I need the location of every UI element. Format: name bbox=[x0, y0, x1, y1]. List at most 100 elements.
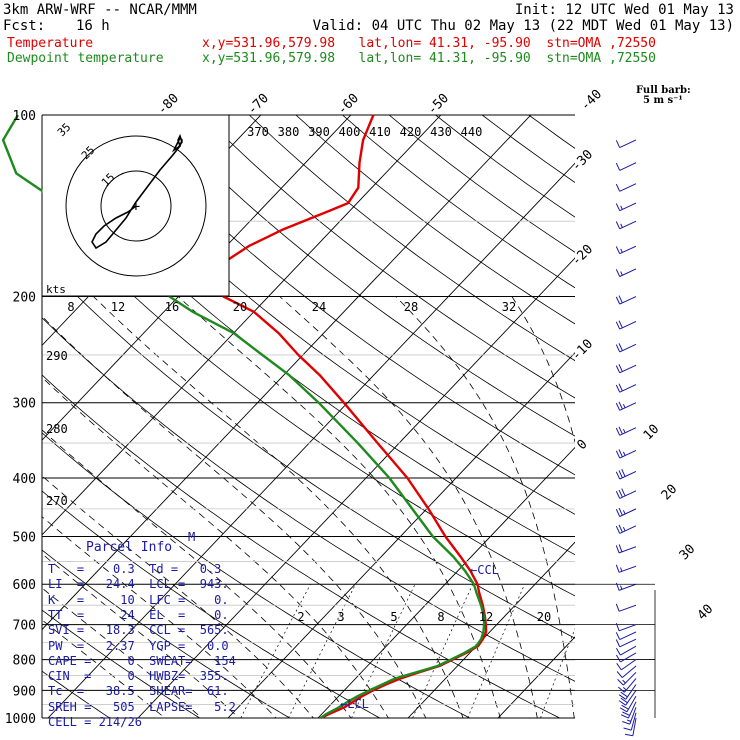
wind-barb bbox=[615, 426, 637, 436]
parcel-info-line: K = 10 LFC = 0. bbox=[48, 592, 229, 607]
pressure-tick-label: 800 bbox=[13, 654, 36, 669]
wind-barb-flag bbox=[618, 295, 623, 304]
wind-barb-flag bbox=[620, 697, 628, 704]
wind-barb-flag bbox=[620, 691, 628, 698]
dry-adiabat bbox=[62, 115, 575, 515]
dry-adiabat bbox=[669, 115, 740, 731]
wind-barb-flag bbox=[615, 450, 621, 459]
moist-adiabat bbox=[42, 475, 314, 718]
parcel-info-line: CELL = 214/26 bbox=[48, 715, 142, 729]
mixing-ratio-line bbox=[467, 584, 526, 718]
parcel-info-panel: Parcel Info M T = 0.3 Td = 0.3 LI = 24.4 … bbox=[42, 530, 236, 736]
dry-adiabat bbox=[295, 115, 575, 325]
wind-barb bbox=[615, 507, 637, 517]
dry-adiabat bbox=[42, 670, 111, 718]
dry-adiabat bbox=[42, 374, 561, 718]
isotherm bbox=[47, 162, 575, 718]
parcel-info-line: CAPE = 0 SWEAT= 154 bbox=[48, 653, 236, 668]
wind-barb bbox=[615, 645, 637, 656]
dry-adiabat bbox=[42, 203, 575, 597]
parcel-info-line: CIN = 0 HWBZ= 355. bbox=[48, 669, 229, 684]
wind-barb-flag bbox=[618, 489, 623, 498]
wind-barb-flag bbox=[618, 364, 623, 372]
wind-barb-flag bbox=[621, 704, 629, 710]
wind-barb-flag bbox=[622, 451, 626, 456]
wind-barb bbox=[615, 603, 637, 612]
isotherm-label: -20 bbox=[569, 242, 596, 269]
wind-barb bbox=[615, 202, 637, 212]
wind-barb-flag bbox=[622, 526, 626, 532]
wind-barb bbox=[615, 582, 637, 591]
mixing-ratio-label: 5 bbox=[390, 610, 397, 624]
wind-barb-flag bbox=[615, 603, 620, 612]
parcel-info-line: SVI = 18.3 CCL = 565. bbox=[48, 623, 229, 638]
wind-barb bbox=[615, 268, 637, 277]
dry-adiabat bbox=[575, 115, 740, 731]
wind-barb-flag bbox=[618, 507, 623, 516]
wind-barb-flag bbox=[620, 567, 623, 572]
wind-barb-staff bbox=[619, 321, 637, 330]
mixing-ratio-label: 3 bbox=[337, 610, 344, 624]
wind-barb-flag bbox=[615, 508, 621, 517]
wind-barb-staff bbox=[619, 631, 637, 641]
mixing-ratio-label: 12 bbox=[479, 610, 493, 624]
wind-barb-flag bbox=[615, 269, 621, 277]
wind-barb-flag bbox=[618, 320, 623, 329]
isotherm-label: -30 bbox=[569, 147, 596, 174]
wind-barb-staff bbox=[619, 343, 637, 353]
wind-barb bbox=[615, 524, 637, 534]
valid-time: Valid: 04 UTC Thu 02 May 13 (22 MDT Wed … bbox=[312, 18, 734, 34]
wind-barb bbox=[615, 343, 637, 353]
pressure-tick-label: 500 bbox=[13, 530, 36, 545]
hodo-speed-tick: 28 bbox=[404, 300, 418, 314]
wind-barb-staff bbox=[619, 139, 637, 149]
wind-barb-staff bbox=[619, 402, 637, 411]
isotherm bbox=[42, 115, 532, 631]
wind-barb-flag bbox=[615, 525, 621, 534]
wind-barb-flag bbox=[622, 510, 626, 515]
wind-barb-flag bbox=[615, 162, 621, 171]
wind-barb-flag bbox=[615, 296, 621, 305]
wind-barb-flag bbox=[615, 384, 621, 393]
mixing-ratio-label: 20 bbox=[537, 610, 551, 624]
wind-barb-flag bbox=[615, 365, 621, 374]
hodograph-ring bbox=[65, 135, 207, 277]
theta-label: 270 bbox=[46, 494, 68, 508]
wind-barb-flag bbox=[617, 686, 625, 693]
wind-barb-staff bbox=[619, 638, 637, 648]
pressure-tick-label: 100 bbox=[13, 109, 36, 124]
wind-barb-flag bbox=[615, 582, 620, 591]
isotherm-label: -80 bbox=[155, 91, 182, 118]
wind-barb-staff bbox=[619, 220, 637, 230]
wind-barb bbox=[617, 678, 637, 693]
wind-barb-flag bbox=[616, 671, 623, 678]
wind-barb-flag bbox=[618, 470, 623, 479]
dewpoint-legend: Dewpoint temperature bbox=[7, 51, 164, 66]
isotherm-label: -60 bbox=[335, 91, 362, 118]
init-time: Init: 12 UTC Wed 01 May 13 bbox=[514, 2, 734, 18]
theta-e-label: 370 bbox=[247, 125, 269, 139]
wind-barb bbox=[624, 717, 637, 737]
wind-barb bbox=[618, 690, 637, 706]
parcel-info-line: PW = 2.37 YGP = 0.0 bbox=[48, 638, 229, 653]
wind-barb bbox=[617, 671, 637, 686]
wind-barb bbox=[620, 701, 637, 719]
wind-barb-staff bbox=[621, 665, 637, 678]
wind-barb bbox=[615, 162, 637, 171]
moist-adiabat bbox=[42, 516, 277, 718]
barb-key-line2: 5 m s⁻¹ bbox=[643, 95, 683, 106]
isotherm-label: -50 bbox=[425, 91, 452, 118]
parcel-info-line: TT = 24 EL = 0. bbox=[48, 607, 229, 622]
wind-barb-flag bbox=[615, 632, 621, 640]
wind-barb-flag bbox=[622, 711, 630, 716]
dry-adiabat bbox=[109, 115, 575, 476]
wind-barb-flag bbox=[617, 679, 624, 686]
temperature-legend: Temperature bbox=[7, 36, 94, 51]
pressure-tick-label: 700 bbox=[13, 619, 36, 634]
wind-barb bbox=[615, 364, 637, 374]
wind-barb bbox=[615, 295, 637, 305]
hodograph-kts-label: kts bbox=[46, 283, 66, 296]
wind-barb-flag bbox=[615, 344, 621, 353]
wind-barb-flag bbox=[616, 663, 622, 671]
